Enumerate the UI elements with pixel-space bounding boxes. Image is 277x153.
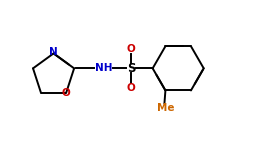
Text: Me: Me: [157, 103, 174, 113]
Text: O: O: [127, 83, 135, 93]
Text: S: S: [127, 62, 135, 75]
Text: O: O: [127, 44, 135, 54]
Text: NH: NH: [95, 63, 112, 73]
Text: O: O: [62, 88, 71, 97]
Text: N: N: [49, 47, 58, 57]
